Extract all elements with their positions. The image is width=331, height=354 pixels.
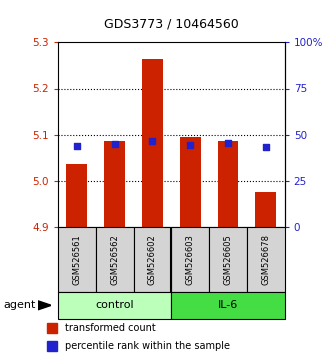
Point <box>112 141 117 147</box>
Bar <box>58 227 96 292</box>
Text: GSM526561: GSM526561 <box>72 234 81 285</box>
Text: transformed count: transformed count <box>65 323 156 333</box>
Bar <box>171 227 209 292</box>
Bar <box>171 292 285 319</box>
Bar <box>67 164 87 227</box>
Text: percentile rank within the sample: percentile rank within the sample <box>65 341 230 351</box>
Text: GSM526678: GSM526678 <box>261 234 270 285</box>
Polygon shape <box>38 301 51 310</box>
Text: GDS3773 / 10464560: GDS3773 / 10464560 <box>104 17 239 30</box>
Text: GSM526602: GSM526602 <box>148 234 157 285</box>
Text: agent: agent <box>3 300 36 310</box>
Point <box>74 143 79 149</box>
Point <box>188 142 193 148</box>
Point <box>225 140 231 145</box>
Bar <box>47 323 57 333</box>
Bar <box>217 141 238 227</box>
Text: control: control <box>95 300 134 310</box>
Bar <box>58 292 171 319</box>
Bar <box>209 227 247 292</box>
Bar <box>256 192 276 227</box>
Bar <box>142 59 163 227</box>
Text: IL-6: IL-6 <box>218 300 238 310</box>
Bar <box>47 341 57 351</box>
Point <box>150 139 155 144</box>
Bar <box>96 227 133 292</box>
Bar <box>247 227 285 292</box>
Text: GSM526603: GSM526603 <box>186 234 195 285</box>
Point <box>263 144 268 150</box>
Bar <box>104 141 125 227</box>
Bar <box>133 227 171 292</box>
Text: GSM526562: GSM526562 <box>110 234 119 285</box>
Bar <box>180 137 201 227</box>
Text: GSM526605: GSM526605 <box>223 234 232 285</box>
